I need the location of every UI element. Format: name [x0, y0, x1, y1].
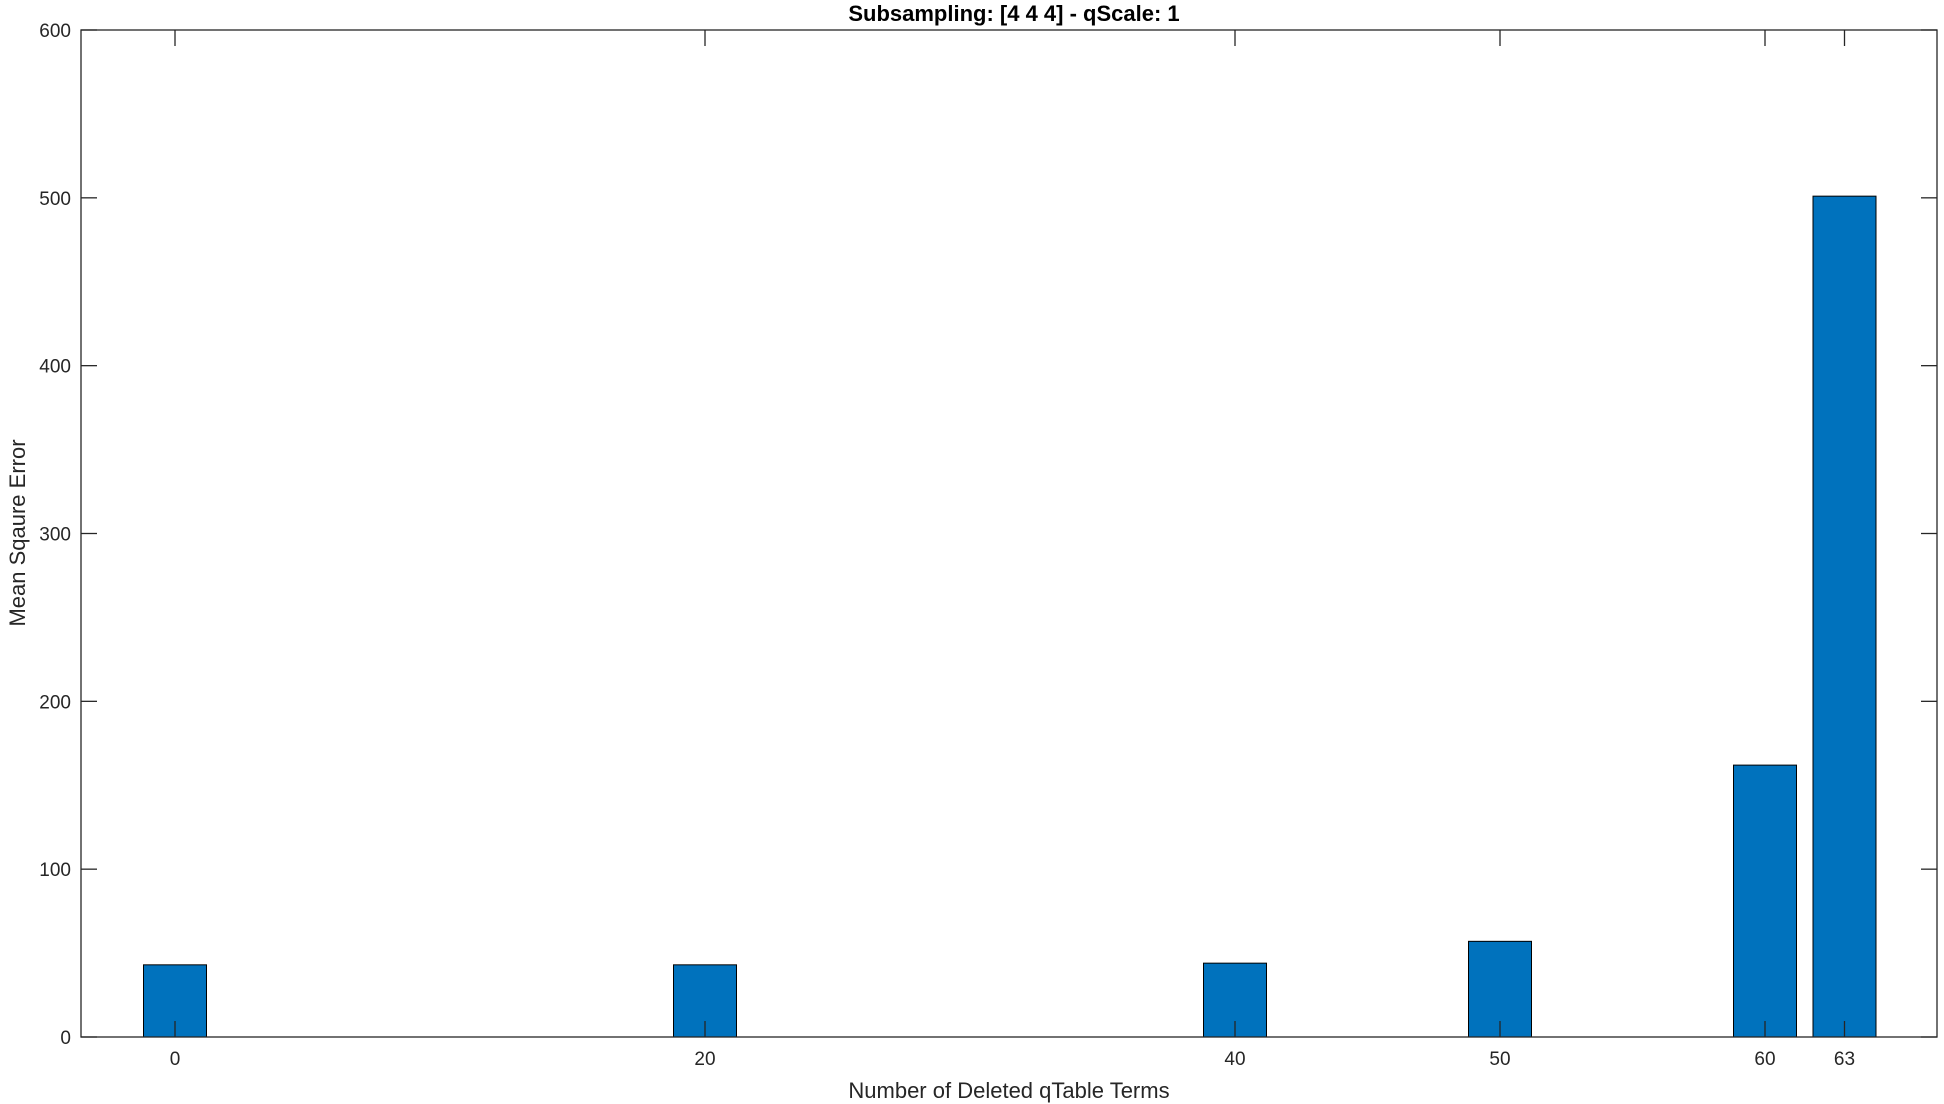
ticks-group: 0 20 40 50 60 63 0 100 200 300 400 500 600 — [39, 21, 1937, 1070]
plot-area-frame — [80, 29, 1938, 1038]
y-tick-label-600: 600 — [39, 21, 71, 42]
x-tick-label-60: 60 — [1754, 1049, 1775, 1070]
y-axis-label: Mean Sqaure Error — [5, 439, 30, 626]
x-tick-label-50: 50 — [1489, 1049, 1510, 1070]
y-tick-label-300: 300 — [39, 525, 71, 546]
x-tick-label-63: 63 — [1834, 1049, 1855, 1070]
y-tick-label-100: 100 — [39, 860, 71, 881]
x-tick-label-20: 20 — [694, 1049, 715, 1070]
y-tick-label-200: 200 — [39, 692, 71, 713]
bar-60 — [1733, 764, 1797, 1038]
bar-40 — [1203, 962, 1267, 1038]
y-tick-label-400: 400 — [39, 357, 71, 378]
x-axis-label: Number of Deleted qTable Terms — [848, 1078, 1169, 1103]
bar-63 — [1812, 195, 1877, 1038]
bars-group — [143, 195, 1877, 1038]
y-tick-label-500: 500 — [39, 189, 71, 210]
chart-title: Subsampling: [4 4 4] - qScale: 1 — [848, 1, 1179, 26]
x-tick-label-40: 40 — [1224, 1049, 1245, 1070]
y-tick-label-0: 0 — [60, 1028, 71, 1049]
x-tick-label-0: 0 — [170, 1049, 181, 1070]
